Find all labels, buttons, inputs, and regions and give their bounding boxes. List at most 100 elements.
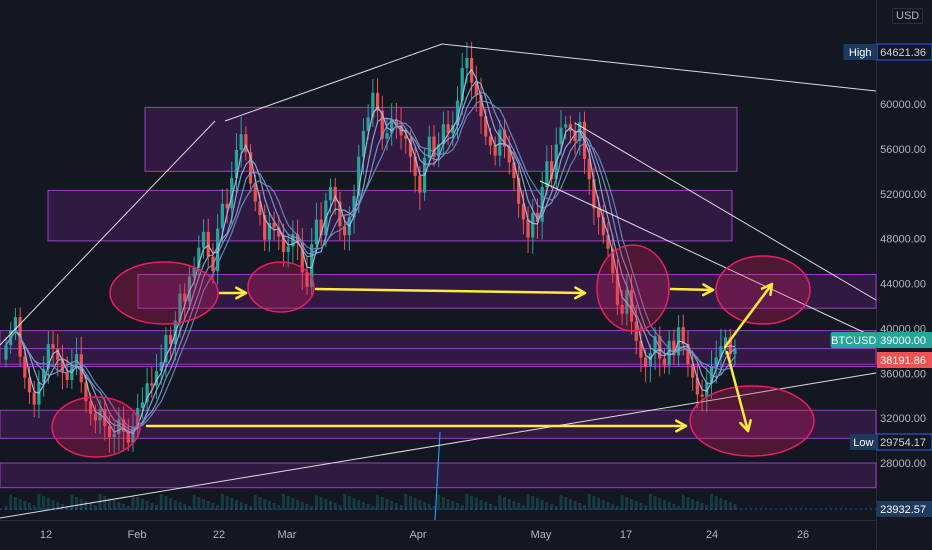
volume-bar [705, 505, 709, 510]
candle-body [502, 129, 507, 147]
bottom-price-label: 23932.57 [877, 501, 932, 517]
volume-bar [545, 502, 549, 510]
volume-bar [107, 498, 111, 510]
volume-bar [451, 501, 455, 510]
volume-bar [84, 501, 88, 510]
candle-body [333, 187, 337, 202]
volume-bar [281, 494, 285, 510]
candle-body [517, 178, 521, 204]
candle-body [639, 340, 643, 358]
volume-bar [319, 497, 323, 510]
volume-bar [507, 499, 511, 510]
candle-body [540, 187, 544, 222]
volume-bar [249, 506, 253, 510]
moving-average-line-2 [5, 80, 736, 434]
volume-bar [56, 502, 60, 510]
candle-body [183, 293, 187, 302]
volume-bar [333, 503, 337, 510]
volume-bar [390, 501, 394, 510]
candle-body [512, 162, 516, 179]
volume-bar [4, 506, 8, 510]
arrow-right-2-head [574, 286, 587, 300]
last-close-label: 38191.86 [877, 352, 932, 368]
volume-bar [37, 494, 41, 510]
volume-bar [178, 502, 182, 510]
volume-bar [314, 495, 318, 510]
candle-body [597, 208, 601, 218]
price-label-value: 38191.86 [880, 355, 926, 367]
candle-body [686, 344, 690, 365]
candle-body [27, 377, 32, 393]
volume-bar [714, 496, 718, 510]
candle-body [413, 156, 417, 176]
volume-bar [197, 497, 201, 510]
volume-bar [578, 503, 582, 510]
volume-bar [709, 494, 713, 510]
x-tick-label: Apr [409, 529, 426, 541]
volume-bar [192, 495, 196, 510]
candle-body [662, 358, 667, 366]
volume-spike [434, 431, 441, 521]
volume-bar [244, 504, 248, 510]
highlight-ellipse-4 [715, 255, 811, 325]
price-axis-panel [877, 0, 932, 550]
candle-body [319, 219, 323, 236]
volume-bar [159, 494, 163, 510]
volume-bar [347, 496, 351, 510]
candle-body [714, 357, 718, 367]
candle-body [357, 156, 361, 196]
x-tick-label: May [531, 529, 552, 541]
arrow-up-head [760, 282, 774, 297]
volume-bar [554, 506, 558, 510]
candle-body [169, 335, 173, 345]
volume-bar [93, 505, 97, 510]
price-label-box [877, 332, 932, 348]
volume-bar [385, 499, 389, 510]
candle-body [361, 130, 366, 157]
candle-body [498, 129, 502, 156]
candle-body [441, 124, 445, 145]
candle-body [248, 152, 253, 184]
volume-bar [23, 501, 27, 510]
volume-bar [169, 498, 173, 510]
volume-bar [324, 499, 328, 510]
volume-bar [611, 504, 615, 510]
candle-body [220, 203, 224, 229]
candle-body [305, 272, 309, 287]
x-tick-label: 22 [213, 529, 225, 541]
candle-body [700, 394, 704, 397]
volume-bar [89, 503, 93, 510]
candle-body [394, 119, 398, 126]
x-tick-label: 12 [40, 529, 52, 541]
volume-bar [272, 503, 276, 510]
candle-body [46, 344, 50, 369]
low-price-label: 29754.17 Low [849, 433, 932, 451]
candle-body [719, 346, 723, 358]
volume-bar [263, 499, 267, 510]
arrow-right-3 [669, 287, 715, 292]
candle-body [291, 234, 295, 247]
candle-body [60, 359, 65, 373]
volume-bar [357, 500, 361, 510]
volume-bar [220, 494, 224, 510]
candle-body [23, 356, 27, 378]
price-label-name: High [849, 47, 872, 59]
candle-body [314, 219, 319, 245]
volume-bar [630, 499, 634, 510]
volume-bar [361, 502, 365, 510]
zone-5 [0, 409, 877, 439]
volume-bar [418, 500, 422, 510]
candle-body [352, 195, 356, 218]
price-label-name-box [843, 44, 877, 60]
candle-body [230, 178, 234, 209]
candle-body [521, 203, 525, 220]
volume-bar [470, 496, 474, 510]
candle-body [159, 362, 163, 372]
y-tick-label: 48000.00 [880, 234, 926, 246]
price-label-value: 64621.36 [880, 47, 926, 59]
candle-body [535, 212, 540, 222]
volume-bar [18, 499, 22, 510]
volume-bar [310, 506, 314, 510]
candle-body [84, 382, 88, 402]
